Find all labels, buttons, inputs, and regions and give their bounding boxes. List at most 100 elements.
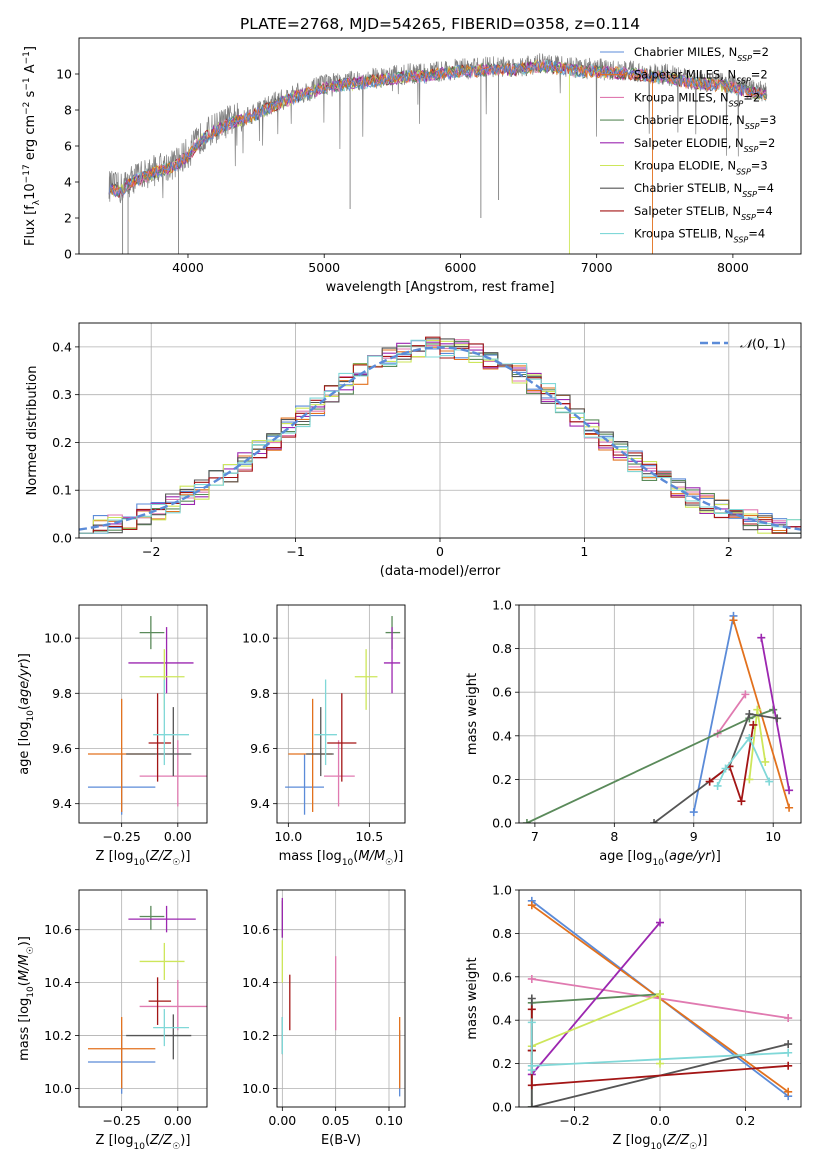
data-layer (522, 611, 794, 823)
label-part: ( (145, 1133, 150, 1148)
label-part: −1 (22, 77, 32, 90)
weight-marker (761, 757, 770, 766)
weight-marker (784, 1087, 793, 1096)
errorbar-kroupa-stelib (153, 679, 190, 766)
data-layer (79, 336, 801, 534)
y-tick-label: 0.8 (492, 926, 512, 941)
weight-marker (527, 1061, 536, 1070)
y-tick-label: 10.0 (44, 631, 72, 646)
legend-tail: =2 (743, 90, 760, 104)
errorbar-chabrier-elodie (139, 905, 165, 930)
errorbar-kroupa-stelib (153, 1009, 190, 1047)
label-part: λ (32, 199, 42, 205)
axes-frame (78, 889, 208, 1108)
y-tick-label: 10.0 (242, 1081, 270, 1096)
label-part: E(B-V) (321, 1133, 361, 1148)
legend-entry: Kroupa ELODIE, NSSP=3 (634, 159, 768, 177)
weight-marker (656, 990, 664, 999)
weight-marker (745, 775, 754, 784)
label-part: [log (104, 849, 133, 864)
label-part: ( (17, 705, 32, 710)
x-tick-label: 8 (610, 829, 618, 844)
y-tick-label: 4 (64, 175, 72, 190)
label-part: s (23, 90, 38, 101)
legend-entry: Salpeter MILES, NSSP=2 (634, 68, 768, 86)
legend-tail: =4 (748, 227, 765, 241)
x-tick-label: 0.05 (322, 1113, 350, 1128)
x-tick-label: −0.25 (103, 1113, 141, 1128)
legend: Chabrier MILES, NSSP=2 Salpeter MILES, NS… (600, 45, 776, 244)
label-part: Z/Z (666, 1133, 690, 1148)
weight-marker (784, 1040, 793, 1049)
normal-curve (79, 346, 801, 531)
y-tick-label: 0.0 (492, 1100, 512, 1115)
weight-marker (741, 690, 750, 699)
x-tick-label: −1 (286, 544, 304, 559)
y-tick-label: 10.6 (242, 922, 270, 937)
y-tick-label: 1.0 (492, 598, 512, 613)
weight-marker (784, 1061, 793, 1070)
label-part: Z (96, 1133, 105, 1148)
legend-sub: SSP (729, 99, 744, 108)
y-tick-label: 10.4 (242, 975, 270, 990)
weight-marker (773, 714, 782, 723)
histogram-salpeter-stelib (79, 336, 801, 534)
label-part: mass [log (279, 849, 342, 864)
label-part: Z (96, 849, 105, 864)
weight-marker (757, 633, 766, 642)
label-part: 10 (133, 858, 145, 868)
legend-entry: Chabrier MILES, NSSP=2 (634, 45, 769, 63)
weight-marker (784, 1014, 793, 1023)
plot-area (277, 890, 405, 1107)
label-part: ( (17, 981, 32, 986)
legend-sub: SSP (744, 144, 759, 153)
data-layer (87, 616, 207, 815)
weight-marker (527, 901, 536, 910)
x-tick-label: 9 (690, 829, 698, 844)
plot-area (277, 605, 405, 823)
weight-marker (713, 781, 722, 790)
y-tick-label: 0.6 (492, 685, 512, 700)
weight-marker (527, 1005, 536, 1014)
x-tick-label: 10.0 (274, 829, 302, 844)
data-layer (527, 896, 793, 1107)
panel-mass_vs_EBV: 0.00 0.05 0.10 10.0 10.2 10.4 10.6 E(B-V) (242, 889, 406, 1148)
x-tick-label: 0.00 (164, 1113, 192, 1128)
legend-sub: SSP (737, 54, 752, 63)
y-axis-label: Flux [fλ10−17 erg cm−2 s−1 A−1] (22, 46, 42, 246)
weight-marker (785, 786, 794, 795)
weight-marker (689, 808, 698, 817)
legend-tail: =2 (752, 45, 769, 59)
errorbar-salpeter-elodie (383, 627, 401, 694)
label-part: ☉ (689, 1142, 697, 1152)
label-part: ☉ (385, 858, 393, 868)
legend-sub: SSP (745, 122, 760, 131)
y-tick-label: 10.2 (242, 1028, 270, 1043)
weight-marker (784, 1048, 793, 1057)
y-tick-label: 0.0 (492, 816, 512, 831)
y-tick-label: 0.6 (492, 969, 512, 984)
errorbar-salpeter-stelib (327, 693, 357, 782)
model-spectrum-chabrier-miles (108, 60, 767, 197)
legend: 𝒩(0, 1) (700, 336, 786, 351)
errorbar-salpeter-elodie (128, 627, 194, 694)
label-part: mass [log (17, 998, 32, 1061)
y-tick-label: 0 (64, 247, 72, 262)
panel-residual_hist: −2 −1 0 1 2 0.0 0.1 0.2 0.3 0.4 (data-model)/error… (25, 322, 802, 579)
y-tick-label: 8 (64, 103, 72, 118)
panel-age_vs_mass: 10.0 10.5 9.4 9.6 9.8 10.0 mass [log10(M/M☉)] (242, 604, 406, 868)
errorbar-kroupa-elodie (354, 649, 378, 710)
panel-age_vs_Z: −0.25 0.009.49.69.810.0Z [log10(Z/Z☉)]age… (17, 604, 208, 868)
label-part: age [log (599, 849, 652, 864)
x-tick-label: −2 (142, 544, 160, 559)
label-part: Z/Z (149, 849, 173, 864)
x-tick-label: 0.2 (736, 1113, 756, 1128)
weight-line-salpeter-elodie (760, 637, 790, 791)
legend-tail: =4 (757, 181, 774, 195)
legend-sub: SSP (736, 76, 751, 85)
label-part: )] (393, 849, 403, 864)
legend-entry: 𝒩(0, 1) (740, 336, 786, 351)
